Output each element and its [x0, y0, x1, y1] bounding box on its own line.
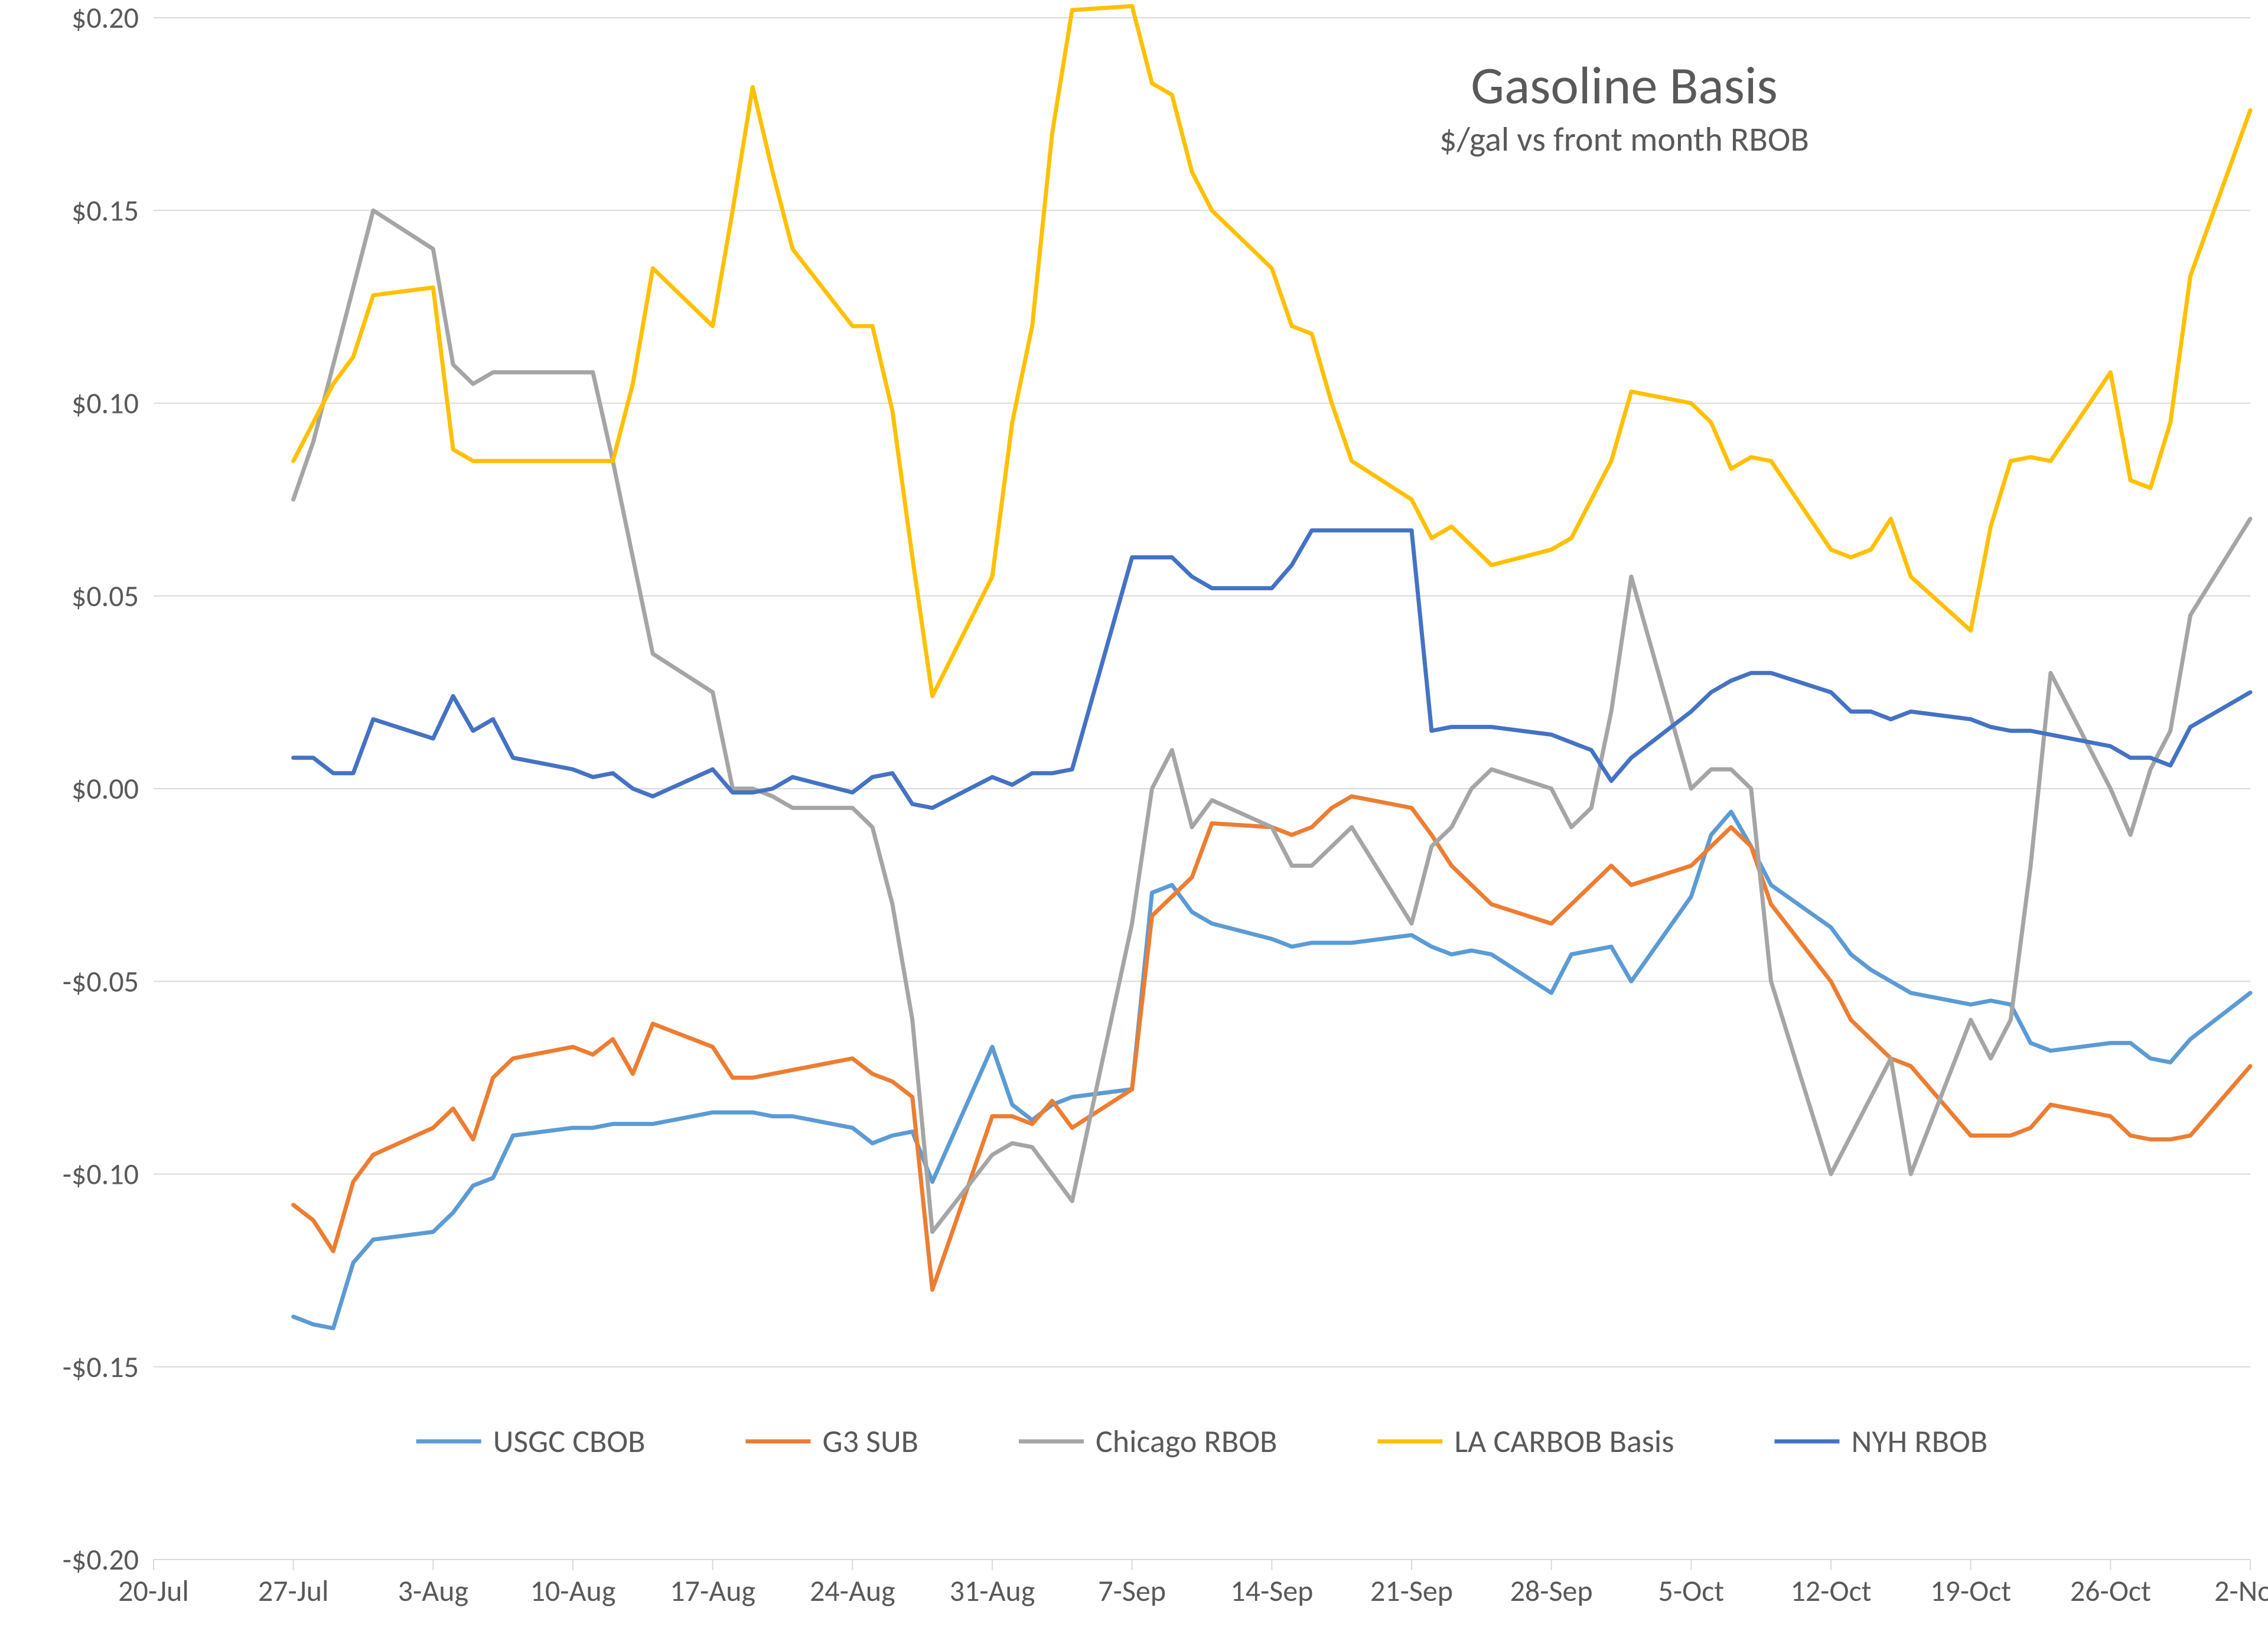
gasoline-basis-chart: -$0.20 -$0.15 -$0.10 -$0.05 $0.00 $0.05 $0.10 $…	[0, 0, 2268, 1644]
x-tick-label: 28-Sep	[1510, 1573, 1593, 1609]
x-tick-label: 14-Sep	[1230, 1573, 1313, 1609]
x-tick-label: 27-Jul	[258, 1573, 329, 1609]
x-tick-label: 24-Aug	[810, 1573, 895, 1609]
series-la-carbob-basis	[294, 6, 2250, 696]
x-tick-label: 7-Sep	[1098, 1573, 1166, 1609]
chart-title-block: Gasoline Basis $/gal vs front month RBOB	[1329, 53, 1920, 160]
x-tick-label: 10-Aug	[530, 1573, 616, 1609]
x-tick-label: 5-Oct	[1658, 1573, 1725, 1609]
y-tick-label: -$0.10	[63, 1157, 139, 1193]
y-tick-label: $0.20	[71, 0, 139, 36]
legend-label: USGC CBOB	[493, 1422, 646, 1461]
y-tick-label: $0.05	[71, 578, 139, 614]
chart-title: Gasoline Basis	[1329, 53, 1920, 118]
series-chicago-rbob	[294, 210, 2250, 1232]
chart-subtitle: $/gal vs front month RBOB	[1329, 118, 1920, 160]
legend-label: G3 SUB	[823, 1422, 918, 1461]
legend-label: NYH RBOB	[1851, 1422, 1987, 1461]
y-tick-label: $0.15	[71, 193, 139, 229]
y-tick-label: -$0.15	[63, 1349, 139, 1385]
y-tick-label: -$0.20	[63, 1542, 139, 1578]
x-tick-label: 31-Aug	[950, 1573, 1035, 1609]
y-tick-label: $0.00	[71, 771, 139, 807]
series-usgc-cbob	[294, 812, 2250, 1328]
series-nyh-rbob	[294, 530, 2250, 808]
y-tick-label: $0.10	[71, 386, 139, 422]
x-tick-label: 2-Nov	[2214, 1573, 2268, 1609]
x-tick-label: 19-Oct	[1930, 1573, 2011, 1609]
x-tick-label: 26-Oct	[2070, 1573, 2151, 1609]
series-g3-sub	[294, 796, 2250, 1290]
x-tick-label: 3-Aug	[398, 1573, 468, 1609]
y-tick-label: -$0.05	[63, 963, 139, 1000]
chart-svg: -$0.20 -$0.15 -$0.10 -$0.05 $0.00 $0.05 $0.10 $…	[0, 0, 2268, 1644]
x-tick-label: 12-Oct	[1791, 1573, 1872, 1609]
legend-label: Chicago RBOB	[1096, 1422, 1277, 1461]
legend-label: LA CARBOB Basis	[1454, 1422, 1674, 1461]
x-tick-label: 20-Jul	[118, 1573, 189, 1609]
x-tick-label: 21-Sep	[1370, 1573, 1453, 1609]
x-tick-label: 17-Aug	[670, 1573, 755, 1609]
